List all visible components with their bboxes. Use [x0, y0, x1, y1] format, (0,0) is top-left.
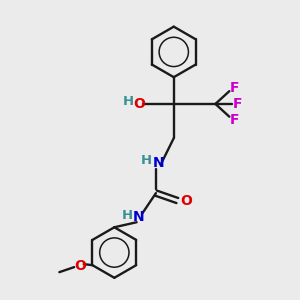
Text: O: O — [134, 97, 145, 111]
Text: F: F — [230, 81, 239, 94]
Text: N: N — [133, 210, 145, 224]
Text: O: O — [180, 194, 192, 208]
Text: H: H — [121, 209, 132, 222]
Text: O: O — [74, 259, 86, 273]
Text: F: F — [230, 113, 239, 127]
Text: F: F — [233, 97, 242, 111]
Text: H: H — [141, 154, 152, 167]
Text: N: N — [152, 156, 164, 170]
Text: H: H — [123, 95, 134, 108]
